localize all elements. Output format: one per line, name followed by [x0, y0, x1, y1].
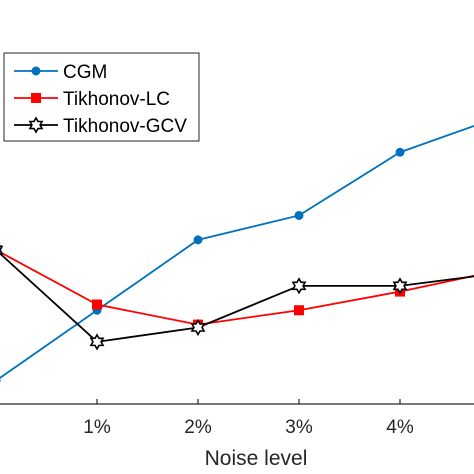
- x-ticks: 1% 2% 3% 4%: [83, 399, 414, 438]
- data-point: [89, 333, 105, 351]
- series-line: [0, 252, 474, 343]
- data-point: [294, 210, 304, 220]
- data-point: [92, 299, 102, 310]
- data-point: [190, 318, 206, 337]
- legend-entry: Tikhonov-GCV: [14, 116, 187, 137]
- legend-marker: [28, 116, 44, 134]
- series-line: [0, 124, 474, 379]
- series-tikhonov-gcv: [0, 245, 474, 351]
- legend-label: Tikhonov-LC: [63, 89, 170, 110]
- series-layer: [0, 124, 474, 383]
- series-line: [0, 251, 474, 326]
- data-point: [0, 245, 4, 255]
- legend-entry: Tikhonov-LC: [14, 89, 170, 110]
- data-point: [193, 235, 203, 245]
- series-cgm: [0, 124, 474, 383]
- data-point: [392, 277, 408, 295]
- x-tick-label: 4%: [386, 417, 414, 438]
- data-point: [294, 305, 304, 316]
- legend: CGM Tikhonov-LC Tikhonov-GCV: [3, 52, 200, 142]
- legend-label: CGM: [63, 62, 107, 83]
- x-axis-title: Noise level: [205, 447, 308, 470]
- x-tick-label: 2%: [184, 417, 212, 438]
- data-point: [291, 277, 307, 295]
- legend-marker: [31, 93, 41, 103]
- x-tick-label: 3%: [285, 417, 313, 438]
- data-point: [395, 147, 405, 157]
- legend-marker: [31, 66, 41, 76]
- legend-entry: CGM: [14, 62, 107, 83]
- legend-label: Tikhonov-GCV: [63, 116, 187, 137]
- x-tick-label: 1%: [83, 417, 111, 438]
- legend-items: CGM Tikhonov-LC Tikhonov-GCV: [14, 62, 187, 137]
